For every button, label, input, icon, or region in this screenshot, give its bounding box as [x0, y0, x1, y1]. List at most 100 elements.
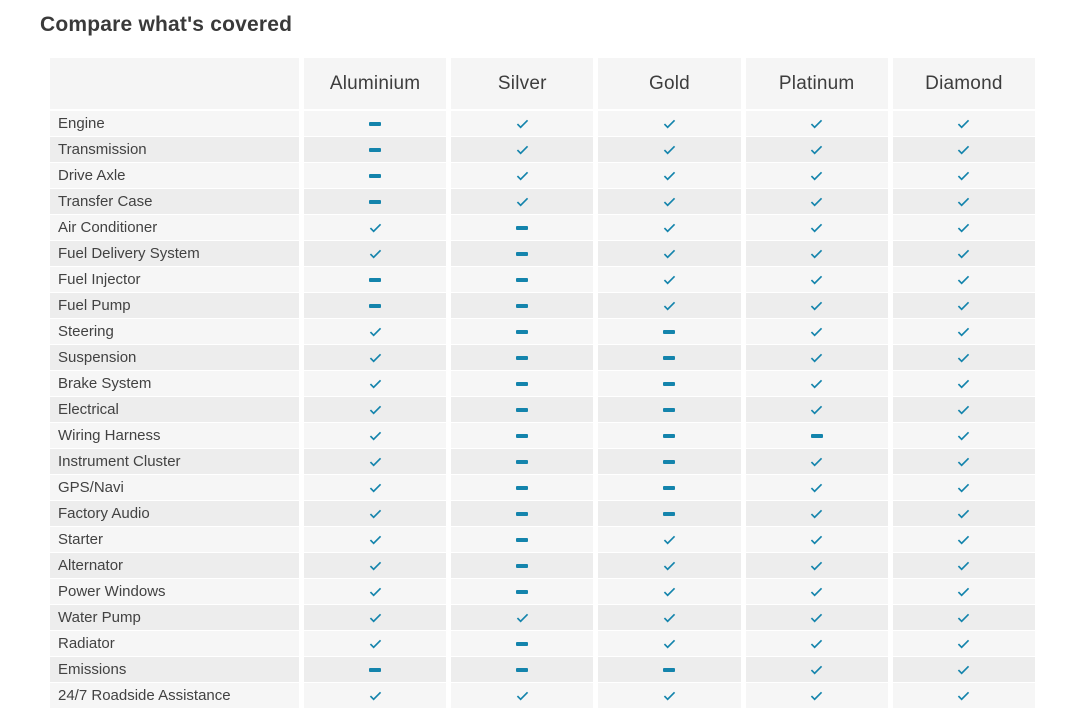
coverage-comparison-page: Compare what's covered Aluminium Silver Go… [40, 13, 1035, 708]
coverage-cell [304, 163, 447, 188]
dash-icon [369, 199, 382, 204]
check-icon [662, 116, 677, 131]
dash-icon [663, 407, 676, 412]
coverage-cell [598, 657, 741, 682]
dash-icon [516, 225, 529, 230]
coverage-cell [598, 137, 741, 162]
dash-icon [369, 277, 382, 282]
coverage-cell [304, 423, 447, 448]
coverage-cell [892, 423, 1035, 448]
check-icon [809, 636, 824, 651]
coverage-cell [745, 631, 888, 656]
row-label: Electrical [50, 397, 299, 422]
check-icon [662, 636, 677, 651]
check-icon [515, 194, 530, 209]
dash-icon [663, 667, 676, 672]
coverage-cell [892, 501, 1035, 526]
dash-icon [663, 511, 676, 516]
coverage-cell [304, 319, 447, 344]
coverage-cell [304, 501, 447, 526]
check-icon [956, 298, 971, 313]
row-label: Fuel Injector [50, 267, 299, 292]
row-label: Brake System [50, 371, 299, 396]
coverage-cell [598, 293, 741, 318]
check-icon [956, 584, 971, 599]
coverage-cell [892, 449, 1035, 474]
check-icon [662, 168, 677, 183]
check-icon [956, 116, 971, 131]
coverage-cell [745, 605, 888, 630]
coverage-cell [598, 163, 741, 188]
coverage-cell [745, 449, 888, 474]
coverage-table: Aluminium Silver Gold Platinum Diamond Engin… [50, 58, 1035, 708]
coverage-cell [745, 579, 888, 604]
dash-icon [516, 641, 529, 646]
coverage-cell [304, 293, 447, 318]
coverage-cell [304, 553, 447, 578]
coverage-cell [598, 449, 741, 474]
coverage-cell [892, 631, 1035, 656]
coverage-cell [745, 241, 888, 266]
check-icon [662, 558, 677, 573]
coverage-cell [745, 371, 888, 396]
coverage-cell [304, 657, 447, 682]
coverage-cell [304, 683, 447, 708]
coverage-cell [451, 371, 594, 396]
dash-icon [516, 537, 529, 542]
check-icon [368, 402, 383, 417]
coverage-cell [598, 319, 741, 344]
coverage-cell [304, 527, 447, 552]
check-icon [662, 246, 677, 261]
coverage-cell [892, 345, 1035, 370]
dash-icon [663, 485, 676, 490]
coverage-cell [745, 319, 888, 344]
coverage-cell [892, 475, 1035, 500]
check-icon [956, 454, 971, 469]
check-icon [368, 584, 383, 599]
row-label: Fuel Delivery System [50, 241, 299, 266]
row-label: Wiring Harness [50, 423, 299, 448]
coverage-cell [451, 189, 594, 214]
row-label: Starter [50, 527, 299, 552]
coverage-cell [892, 189, 1035, 214]
check-icon [809, 142, 824, 157]
check-icon [809, 610, 824, 625]
check-icon [809, 532, 824, 547]
coverage-cell [745, 553, 888, 578]
coverage-cell [451, 501, 594, 526]
check-icon [956, 558, 971, 573]
coverage-cell [892, 371, 1035, 396]
row-label: Radiator [50, 631, 299, 656]
dash-icon [516, 563, 529, 568]
coverage-cell [598, 371, 741, 396]
plan-header-silver: Silver [451, 58, 594, 109]
check-icon [368, 636, 383, 651]
row-label: Steering [50, 319, 299, 344]
coverage-cell [304, 345, 447, 370]
page-title: Compare what's covered [40, 13, 293, 36]
check-icon [809, 246, 824, 261]
row-label: Instrument Cluster [50, 449, 299, 474]
coverage-cell [451, 137, 594, 162]
check-icon [956, 506, 971, 521]
dash-icon [663, 355, 676, 360]
coverage-cell [451, 397, 594, 422]
coverage-cell [598, 553, 741, 578]
dash-icon [516, 589, 529, 594]
check-icon [515, 116, 530, 131]
coverage-cell [304, 241, 447, 266]
row-label: Emissions [50, 657, 299, 682]
dash-icon [369, 147, 382, 152]
coverage-cell [745, 111, 888, 136]
check-icon [515, 168, 530, 183]
dash-icon [663, 459, 676, 464]
coverage-cell [892, 137, 1035, 162]
dash-icon [516, 251, 529, 256]
check-icon [368, 350, 383, 365]
check-icon [809, 558, 824, 573]
coverage-cell [745, 397, 888, 422]
check-icon [368, 480, 383, 495]
coverage-cell [745, 475, 888, 500]
dash-icon [663, 381, 676, 386]
check-icon [515, 142, 530, 157]
